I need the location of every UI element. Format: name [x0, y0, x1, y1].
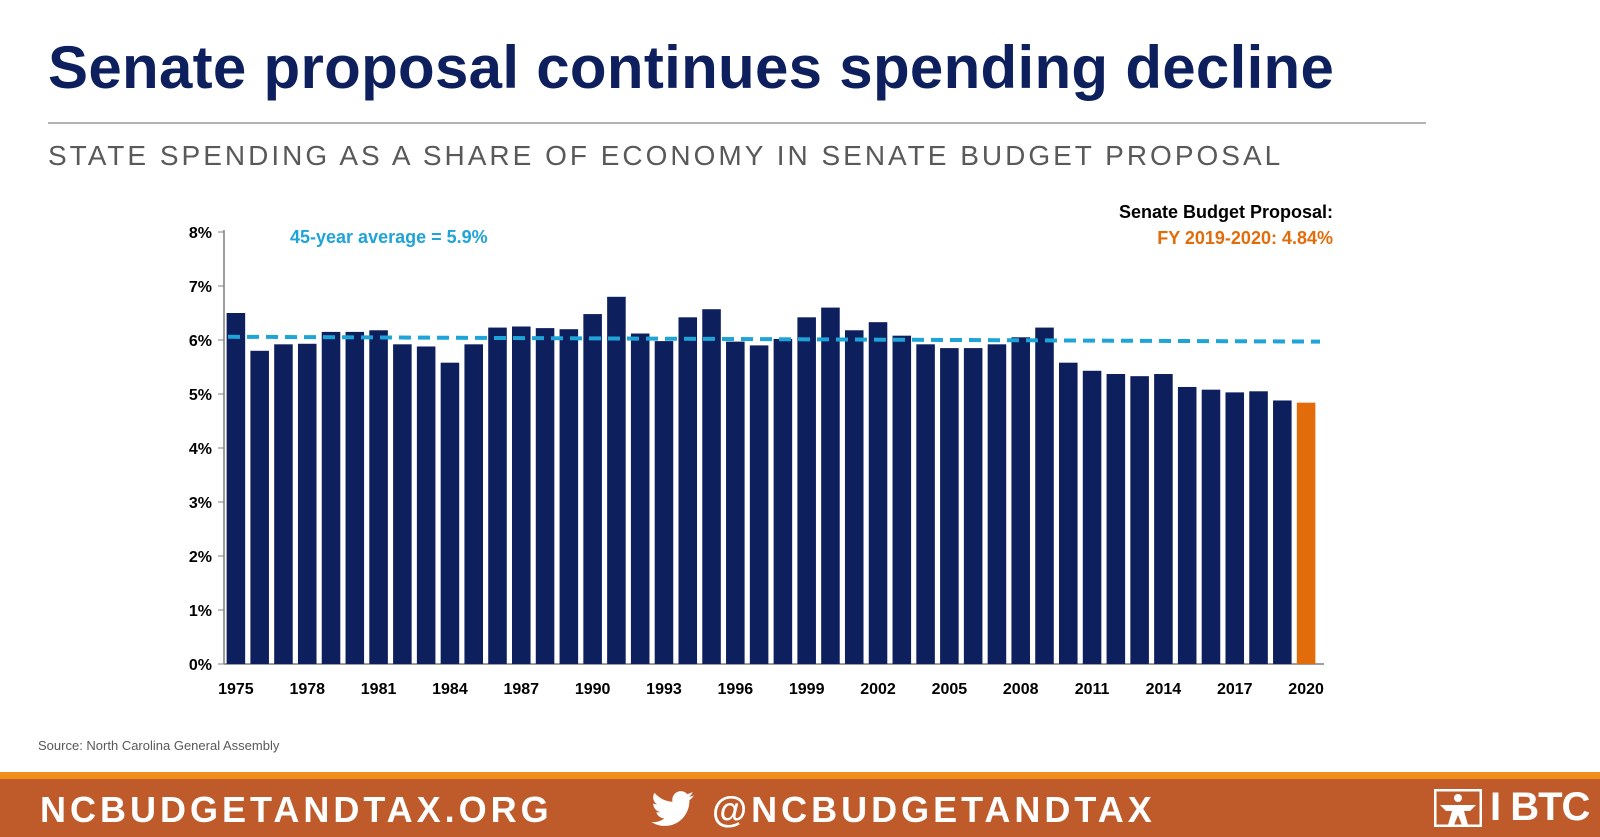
bar	[1177, 386, 1197, 664]
y-axis-tick-label: 2%	[189, 549, 212, 566]
x-axis-tick-label: 1981	[361, 681, 397, 698]
bar	[630, 333, 650, 664]
x-axis-tick-label: 2011	[1075, 681, 1110, 698]
bar	[1154, 374, 1173, 664]
x-axis-tick-label: 1984	[432, 681, 468, 698]
bar	[1273, 400, 1292, 664]
y-axis-tick-label: 0%	[189, 657, 212, 674]
bar	[1249, 391, 1268, 664]
bar	[345, 331, 365, 664]
bar	[892, 335, 912, 664]
x-axis-tick-label: 2017	[1217, 681, 1253, 698]
x-axis-tick-label: 1978	[289, 681, 325, 698]
bar	[1201, 389, 1221, 664]
bar	[321, 331, 341, 664]
y-axis-tick-label: 8%	[189, 225, 212, 242]
y-axis-tick-label: 5%	[189, 387, 212, 404]
proposal-label-title: Senate Budget Proposal:	[1119, 202, 1333, 222]
proposal-label-value: FY 2019-2020: 4.84%	[1157, 228, 1333, 248]
x-axis-tick-label: 2008	[1003, 681, 1039, 698]
x-axis-tick-label: 1987	[503, 681, 539, 698]
y-axis-tick-label: 4%	[189, 441, 212, 458]
x-axis-tick-label: 1996	[718, 681, 754, 698]
bar	[488, 327, 507, 664]
website-link[interactable]: NCBUDGETANDTAX.ORG	[40, 789, 553, 830]
bar	[226, 313, 246, 664]
x-axis-tick-label: 2020	[1288, 681, 1324, 698]
bar	[844, 330, 864, 664]
bar	[369, 330, 388, 664]
footer-bar: NCBUDGETANDTAX.ORG @NCBUDGETANDTAX I BTC	[0, 779, 1600, 837]
x-axis-tick-label: 1999	[789, 681, 825, 698]
x-axis-tick-label: 2014	[1146, 681, 1182, 698]
twitter-bird-icon	[651, 791, 694, 826]
bar	[963, 348, 983, 664]
bar	[464, 344, 483, 664]
x-axis-tick-label: 2002	[860, 681, 896, 698]
bar	[440, 362, 460, 664]
bar	[940, 348, 959, 664]
bar	[1035, 327, 1054, 664]
chart-title: Senate proposal continues spending decli…	[48, 34, 1335, 101]
bar	[987, 344, 1007, 664]
bar	[1225, 392, 1245, 664]
x-axis-tick-label: 2005	[932, 681, 968, 698]
bar	[1130, 376, 1149, 664]
footer-accent-stripe	[0, 772, 1600, 779]
chart-subtitle: STATE SPENDING AS A SHARE OF ECONOMY IN …	[48, 140, 1284, 171]
bar	[1059, 362, 1078, 664]
bar	[916, 344, 935, 664]
bar	[868, 322, 888, 664]
bar	[773, 338, 793, 664]
bar	[416, 346, 436, 664]
bar	[678, 317, 698, 664]
bar	[274, 344, 293, 664]
y-axis-tick-label: 7%	[189, 279, 212, 296]
bar	[583, 314, 602, 664]
bar	[1106, 374, 1126, 664]
y-axis-tick-label: 6%	[189, 333, 212, 350]
average-label: 45-year average = 5.9%	[290, 227, 488, 247]
bar	[1011, 337, 1030, 664]
bar	[559, 329, 579, 664]
x-axis-tick-label: 1975	[218, 681, 254, 698]
average-line	[227, 334, 1321, 344]
bar	[607, 296, 626, 664]
bar	[702, 309, 721, 664]
source-note: Source: North Carolina General Assembly	[38, 738, 280, 753]
x-axis-tick-label: 1990	[575, 681, 611, 698]
btc-logo-mark-icon	[1434, 789, 1482, 827]
title-divider	[48, 122, 1426, 124]
y-axis-tick-label: 3%	[189, 495, 212, 512]
bar	[535, 328, 555, 664]
bar	[297, 343, 317, 664]
btc-logo-text: I BTC	[1490, 785, 1590, 829]
twitter-handle-link[interactable]: @NCBUDGETANDTAX	[712, 789, 1156, 830]
bar	[393, 344, 412, 664]
bar	[821, 307, 840, 664]
bar-chart: 0% 1% 2% 3% 4% 5% 6% 7% 8% 1975 1978 1981 1984 1987 19…	[189, 202, 1333, 698]
y-axis-tick-label: 1%	[189, 603, 212, 620]
bar	[250, 350, 269, 664]
bar	[1082, 370, 1102, 664]
bar	[797, 317, 816, 664]
x-axis-tick-label: 1993	[646, 681, 682, 698]
bar	[749, 345, 769, 664]
bar	[654, 341, 674, 664]
bar	[726, 341, 745, 664]
highlight-bar	[1296, 402, 1316, 664]
bar	[512, 326, 531, 664]
